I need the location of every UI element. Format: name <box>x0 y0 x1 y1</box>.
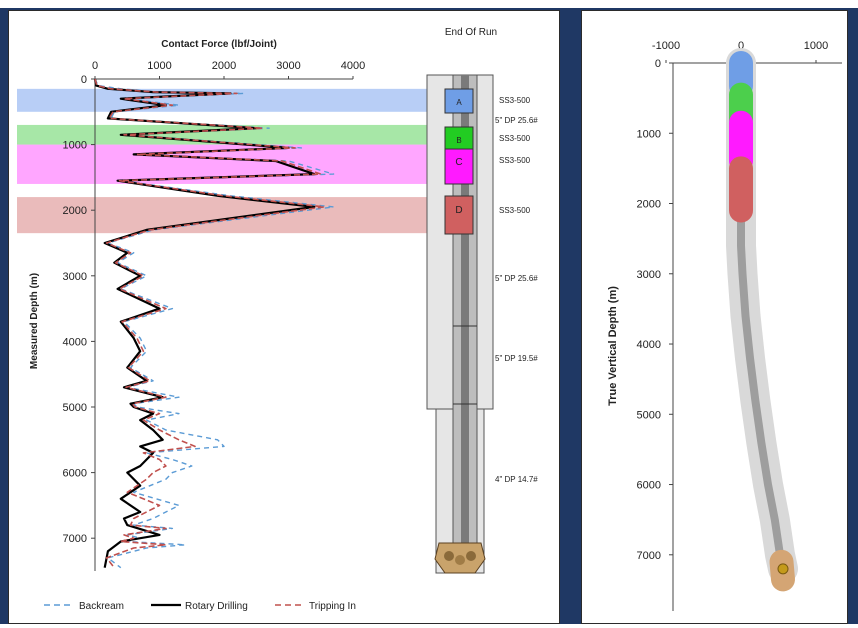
y-tick-label: 5000 <box>637 409 661 421</box>
trajectory-chart: -1000 0 1000 0 1000 2000 3000 4000 5000 6000 7000… <box>607 40 842 611</box>
zone-a-letter: A <box>456 98 462 107</box>
drill-bit <box>434 542 486 574</box>
y-tick-label: 1000 <box>63 140 87 152</box>
y-tick-label: 3000 <box>637 269 661 281</box>
y-tick-label: 2000 <box>637 199 661 211</box>
label-ss3-a: SS3-500 <box>499 96 531 105</box>
legend-backream: Backream <box>79 601 124 612</box>
y-tick-label: 0 <box>655 58 661 70</box>
y-tick-label: 6000 <box>637 480 661 492</box>
bit-marker <box>777 563 789 575</box>
band-a <box>17 88 449 112</box>
contact-force-chart: Contact Force (lbf/Joint) 0 1000 2000 3000 4… <box>17 27 538 612</box>
contact-force-panel: Contact Force (lbf/Joint) 0 1000 2000 3000 4… <box>8 10 560 624</box>
frame-top-strip <box>0 0 858 8</box>
drillstring-schematic: End Of Run A B C D SS3-500 5" DP 25.6# S… <box>426 27 538 574</box>
label-ss3-b: SS3-500 <box>499 134 531 143</box>
left-chart-title: Contact Force (lbf/Joint) <box>161 39 277 50</box>
x-tick-label: 3000 <box>276 60 300 72</box>
y-tick-label: 3000 <box>63 271 87 283</box>
pipe-bore <box>461 75 469 545</box>
y-tick-label: 4000 <box>63 336 87 348</box>
band-b <box>17 124 449 145</box>
label-dp147: 4" DP 14.7# <box>495 475 538 484</box>
label-dp256: 5" DP 25.6# <box>495 274 538 283</box>
x-tick-label: -1000 <box>652 40 680 52</box>
label-dp256-top: 5" DP 25.6# <box>495 116 538 125</box>
zone-d-letter: D <box>455 205 462 216</box>
x-tick-label: 1000 <box>804 40 828 52</box>
y-tick-label: 7000 <box>63 533 87 545</box>
x-tick-label: 1000 <box>147 60 171 72</box>
y-tick-label: 5000 <box>63 402 87 414</box>
wellbore-trajectory <box>726 48 798 592</box>
left-y-ticks: 0 1000 2000 3000 4000 5000 6000 7000 <box>63 74 95 545</box>
right-y-ticks: 0 1000 2000 3000 4000 5000 6000 7000 <box>637 58 673 562</box>
legend-rotary-drilling: Rotary Drilling <box>185 601 248 612</box>
zone-c-letter: C <box>455 157 462 168</box>
zone-b-letter: B <box>456 136 461 145</box>
label-dp195: 5" DP 19.5# <box>495 354 538 363</box>
legend-tripping-in: Tripping In <box>309 601 356 612</box>
y-tick-label: 7000 <box>637 550 661 562</box>
trajectory-panel: -1000 0 1000 0 1000 2000 3000 4000 5000 6000 7000… <box>581 10 848 624</box>
series-backream <box>94 78 335 569</box>
x-tick-label: 4000 <box>341 60 365 72</box>
series-tripping-in <box>94 78 325 569</box>
highlight-bands <box>17 88 449 234</box>
y-tick-label: 0 <box>81 74 87 86</box>
right-x-ticks: -1000 0 1000 <box>652 40 828 63</box>
series-rotary-drilling <box>93 78 316 568</box>
zone-a-box <box>444 88 474 114</box>
left-y-axis-label: Measured Depth (m) <box>29 273 40 369</box>
x-tick-label: 0 <box>92 60 98 72</box>
left-x-ticks: 0 1000 2000 3000 4000 <box>92 60 365 79</box>
y-tick-label: 1000 <box>637 128 661 140</box>
y-tick-label: 4000 <box>637 339 661 351</box>
band-d <box>17 197 449 234</box>
zone-c-box <box>444 148 474 185</box>
zone-d-box <box>444 195 474 235</box>
label-ss3-c: SS3-500 <box>499 156 531 165</box>
x-tick-label: 2000 <box>212 60 236 72</box>
series-lines <box>93 78 335 569</box>
y-tick-label: 6000 <box>63 468 87 480</box>
schematic-title: End Of Run <box>445 27 497 38</box>
label-ss3-d: SS3-500 <box>499 206 531 215</box>
right-y-axis-label: True Vertical Depth (m) <box>607 286 619 406</box>
y-tick-label: 2000 <box>63 205 87 217</box>
x-tick-label: 0 <box>738 40 744 52</box>
legend: Backream Rotary Drilling Tripping In <box>44 601 356 612</box>
